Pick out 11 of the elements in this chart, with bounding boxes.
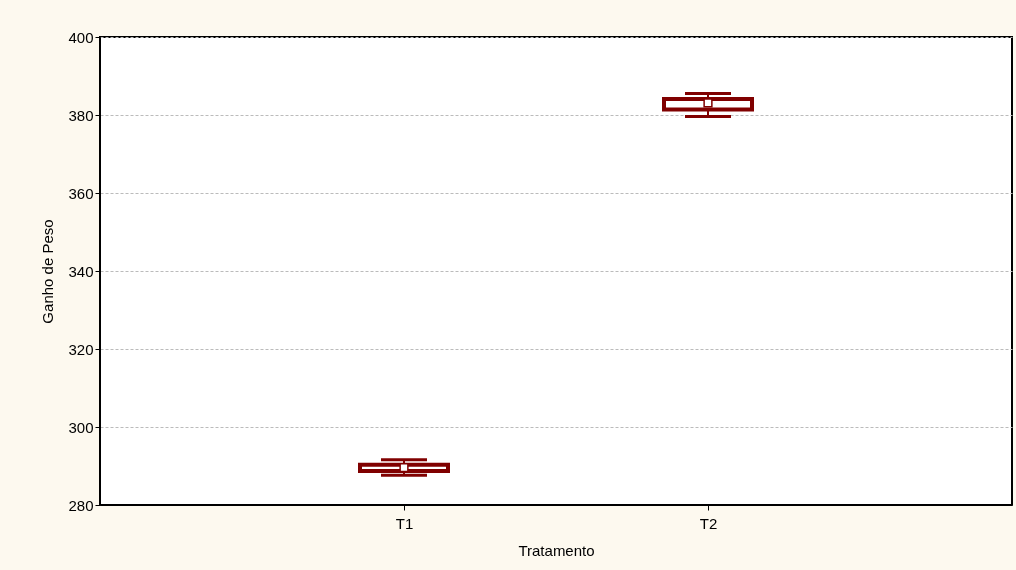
y-tick-label: 380 [68, 106, 94, 124]
x-tick-label: T2 [699, 514, 718, 532]
y-tick-label: 300 [68, 418, 94, 436]
y-tick-label: 360 [68, 184, 94, 202]
y-tick-label: 320 [68, 340, 94, 358]
x-axis-title: Tratamento [518, 541, 595, 559]
x-tick-label: T1 [395, 514, 414, 532]
y-tick-label: 400 [68, 28, 94, 46]
y-axis-title: Ganho de Peso [39, 219, 57, 324]
y-tick-label: 280 [68, 496, 94, 514]
y-tick-label: 340 [68, 262, 94, 280]
